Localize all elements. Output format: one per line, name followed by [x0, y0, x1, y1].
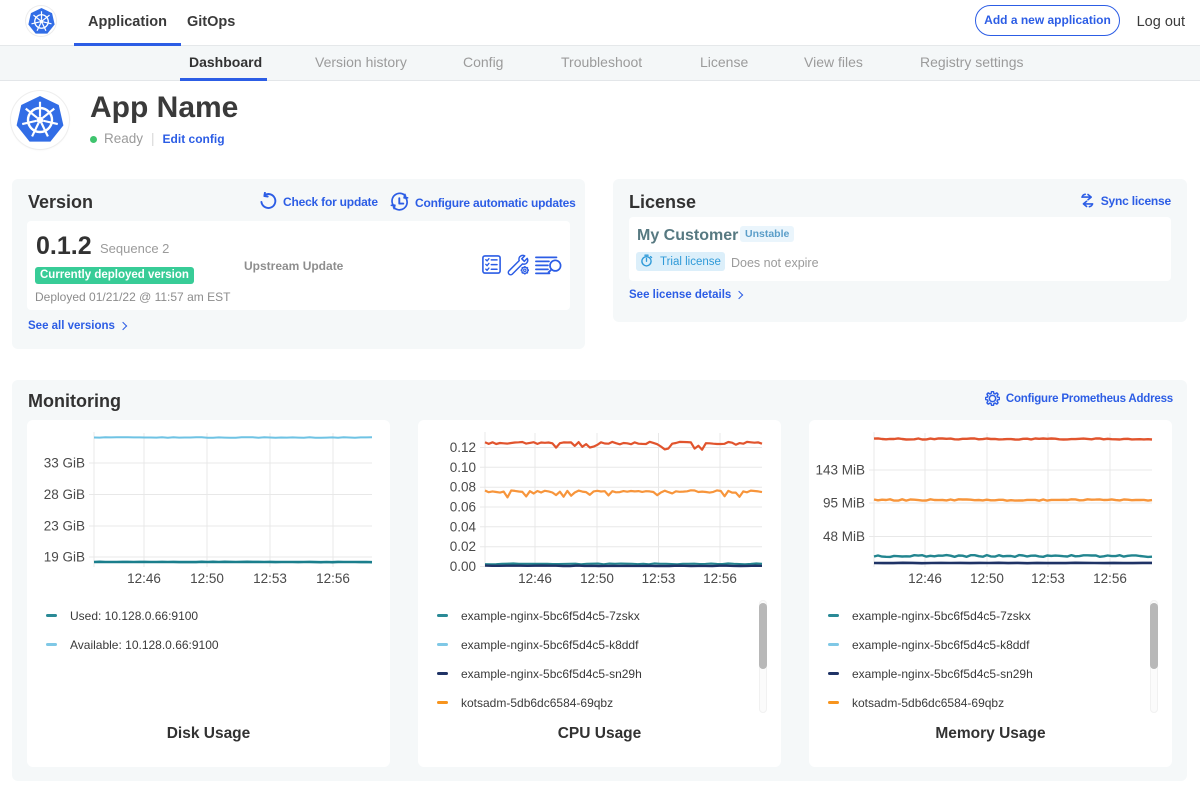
svg-text:12:46: 12:46 — [518, 571, 552, 586]
svg-text:0.02: 0.02 — [450, 539, 476, 554]
svg-text:33 GiB: 33 GiB — [44, 456, 85, 471]
svg-text:19 GiB: 19 GiB — [44, 550, 85, 565]
svg-text:12:50: 12:50 — [970, 571, 1004, 586]
svg-text:12:50: 12:50 — [580, 571, 614, 586]
svg-text:48 MiB: 48 MiB — [823, 529, 865, 544]
svg-text:0.10: 0.10 — [450, 460, 476, 475]
svg-text:12:53: 12:53 — [1031, 571, 1065, 586]
svg-text:0.12: 0.12 — [450, 440, 476, 455]
svg-text:95 MiB: 95 MiB — [823, 496, 865, 511]
svg-text:12:56: 12:56 — [1093, 571, 1127, 586]
svg-text:12:53: 12:53 — [642, 571, 676, 586]
svg-text:12:56: 12:56 — [703, 571, 737, 586]
svg-text:12:53: 12:53 — [253, 571, 287, 586]
svg-text:143 MiB: 143 MiB — [815, 463, 865, 478]
svg-text:0.00: 0.00 — [450, 559, 476, 574]
svg-text:0.06: 0.06 — [450, 500, 476, 515]
svg-text:12:46: 12:46 — [127, 571, 161, 586]
svg-text:28 GiB: 28 GiB — [44, 487, 85, 502]
svg-text:12:46: 12:46 — [908, 571, 942, 586]
svg-text:23 GiB: 23 GiB — [44, 519, 85, 534]
svg-text:0.08: 0.08 — [450, 480, 476, 495]
svg-text:12:56: 12:56 — [316, 571, 350, 586]
svg-text:0.04: 0.04 — [450, 519, 477, 534]
svg-text:12:50: 12:50 — [190, 571, 224, 586]
